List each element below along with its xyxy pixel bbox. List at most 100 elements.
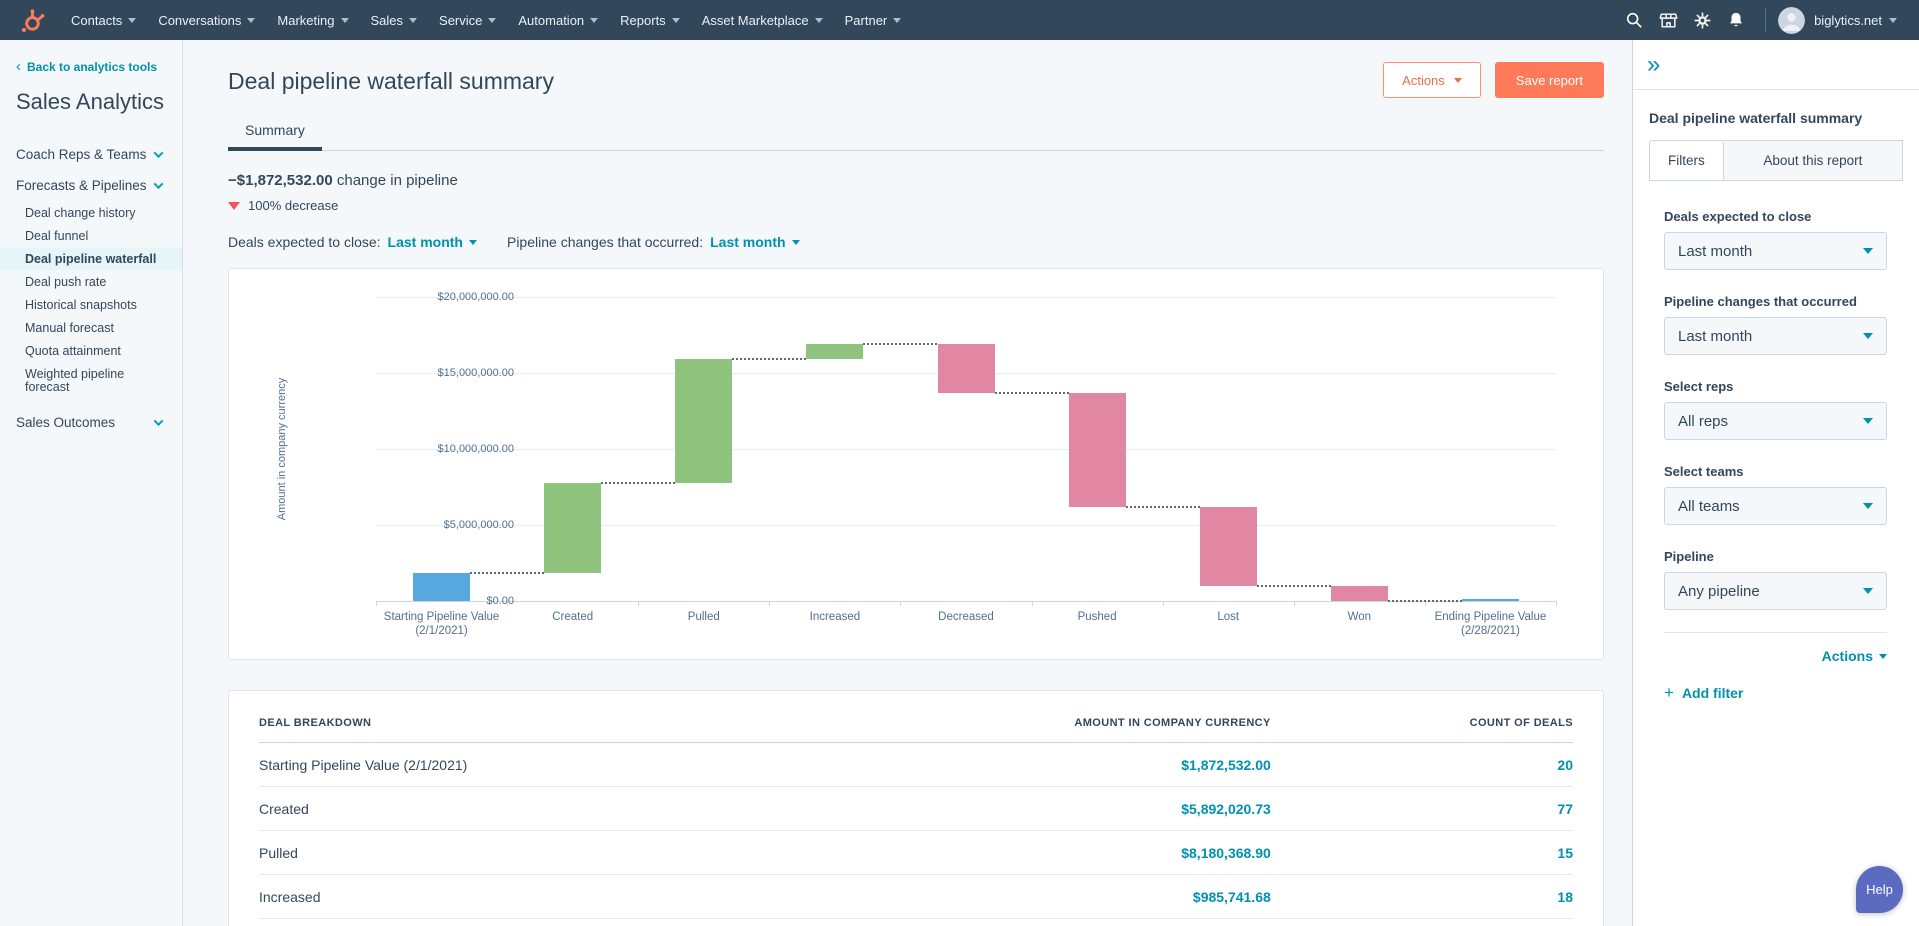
sidebar-section-coach-reps-teams[interactable]: Coach Reps & Teams: [0, 139, 182, 170]
tab-summary[interactable]: Summary: [228, 112, 322, 151]
nav-item-marketing[interactable]: Marketing: [266, 8, 359, 33]
sidebar-nav: Coach Reps & Teams Forecasts & Pipelines D…: [0, 139, 182, 438]
nav-item-reports[interactable]: Reports: [609, 8, 691, 33]
nav-item-conversations[interactable]: Conversations: [147, 8, 266, 33]
account-menu[interactable]: biglytics.net: [1814, 13, 1897, 28]
sidebar-item-quota-attainment[interactable]: Quota attainment: [0, 340, 182, 363]
nav-item-asset-marketplace[interactable]: Asset Marketplace: [691, 8, 834, 33]
select-reps-select[interactable]: All reps: [1664, 402, 1887, 440]
row-amount[interactable]: $8,180,368.90: [863, 831, 1270, 875]
add-filter-button[interactable]: + Add filter: [1664, 683, 1887, 703]
main-content: Deal pipeline waterfall summary Actions …: [183, 40, 1632, 926]
filter-field-select-reps: Select repsAll reps: [1664, 379, 1887, 440]
waterfall-bar-increased[interactable]: [806, 344, 863, 359]
select-value: Last month: [1678, 328, 1752, 345]
sidebar-item-deal-funnel[interactable]: Deal funnel: [0, 225, 182, 248]
search-icon[interactable]: [1617, 3, 1651, 37]
hubspot-logo-icon[interactable]: [16, 5, 46, 35]
x-axis-tick: [507, 601, 508, 606]
inline-filters: Deals expected to close: Last month Pipe…: [228, 234, 1604, 250]
deals-expected-to-close-select[interactable]: Last month: [1664, 232, 1887, 270]
notifications-bell-icon[interactable]: [1719, 3, 1753, 37]
filter-field-deals-expected-to-close: Deals expected to close Last month: [1664, 209, 1887, 270]
col-header-count: COUNT OF DEALS: [1271, 697, 1573, 743]
select-value: All reps: [1678, 413, 1728, 430]
chevron-down-icon: [154, 148, 164, 158]
nav-right: biglytics.net: [1617, 3, 1897, 37]
deals-expected-dropdown[interactable]: Last month: [388, 234, 477, 250]
sidebar-item-historical-snapshots[interactable]: Historical snapshots: [0, 294, 182, 317]
row-amount[interactable]: $985,741.68: [863, 875, 1270, 919]
filter-field-label: Deals expected to close: [1664, 209, 1887, 224]
chevron-down-icon: [247, 18, 255, 23]
select-teams-select[interactable]: All teams: [1664, 487, 1887, 525]
x-category-label-line: (2/28/2021): [1425, 624, 1556, 638]
waterfall-bar-starting-pipeline-value[interactable]: [413, 573, 470, 601]
chevron-down-icon: [488, 18, 496, 23]
waterfall-bar-created[interactable]: [544, 483, 601, 573]
x-axis-tick: [1163, 601, 1164, 606]
filter-field-select-teams: Select teamsAll teams: [1664, 464, 1887, 525]
sidebar-item-weighted-pipeline-forecast[interactable]: Weighted pipeline forecast: [0, 363, 182, 399]
nav-item-automation[interactable]: Automation: [507, 8, 609, 33]
pipeline-changes-dropdown[interactable]: Last month: [710, 234, 799, 250]
chevron-down-icon: [1863, 333, 1873, 339]
x-category-label: Starting Pipeline Value(2/1/2021): [376, 610, 507, 638]
waterfall-bar-pushed[interactable]: [1069, 393, 1126, 507]
chevron-down-icon: [1889, 18, 1897, 23]
nav-item-contacts[interactable]: Contacts: [60, 8, 147, 33]
waterfall-bar-lost[interactable]: [1200, 507, 1257, 586]
row-count[interactable]: 77: [1271, 787, 1573, 831]
waterfall-connector: [732, 358, 806, 360]
y-tick-label: $15,000,000.00: [384, 367, 514, 379]
sidebar-item-manual-forecast[interactable]: Manual forecast: [0, 317, 182, 340]
sidebar-item-deal-pipeline-waterfall[interactable]: Deal pipeline waterfall: [0, 248, 182, 271]
chevron-down-icon: [590, 18, 598, 23]
sidebar-section-label: Forecasts & Pipelines: [16, 178, 147, 193]
nav-item-label: Sales: [371, 13, 404, 28]
row-amount[interactable]: $3,240,455.45: [863, 919, 1270, 926]
row-amount[interactable]: $1,872,532.00: [863, 743, 1270, 787]
avatar[interactable]: [1778, 7, 1805, 34]
row-count[interactable]: 20: [1271, 743, 1573, 787]
panel-actions-button[interactable]: Actions: [1822, 648, 1887, 664]
collapse-panel-icon[interactable]: »: [1647, 55, 1660, 75]
waterfall-bar-pulled[interactable]: [675, 359, 732, 483]
sidebar-section-sales-outcomes[interactable]: Sales Outcomes: [0, 407, 182, 438]
save-report-button[interactable]: Save report: [1495, 62, 1604, 98]
row-count[interactable]: 15: [1271, 831, 1573, 875]
actions-button[interactable]: Actions: [1383, 62, 1481, 98]
nav-item-sales[interactable]: Sales: [360, 8, 429, 33]
panel-tabs: Filters About this report: [1649, 140, 1903, 181]
row-count[interactable]: 18: [1271, 875, 1573, 919]
plus-icon: +: [1664, 683, 1674, 703]
tab-about-this-report[interactable]: About this report: [1724, 140, 1903, 180]
filter-label: Pipeline changes that occurred:: [507, 234, 703, 250]
nav-item-service[interactable]: Service: [428, 8, 507, 33]
back-to-analytics-link[interactable]: ‹ Back to analytics tools: [0, 60, 182, 74]
x-category-label-line: Starting Pipeline Value: [376, 610, 507, 624]
waterfall-bar-ending-pipeline-value[interactable]: [1462, 599, 1519, 601]
settings-gear-icon[interactable]: [1685, 3, 1719, 37]
pipeline-changes-that-occurred-select[interactable]: Last month: [1664, 317, 1887, 355]
waterfall-bar-decreased[interactable]: [938, 344, 995, 393]
sidebar-item-deal-push-rate[interactable]: Deal push rate: [0, 271, 182, 294]
x-category-label: Decreased: [900, 610, 1031, 624]
table-row: Created$5,892,020.7377: [259, 787, 1573, 831]
row-count[interactable]: 44: [1271, 919, 1573, 926]
help-button[interactable]: Help: [1856, 866, 1903, 913]
sidebar-section-forecasts-pipelines[interactable]: Forecasts & Pipelines: [0, 170, 182, 201]
marketplace-icon[interactable]: [1651, 3, 1685, 37]
waterfall-connector: [1388, 600, 1462, 602]
waterfall-bar-won[interactable]: [1331, 586, 1388, 601]
pipeline-select[interactable]: Any pipeline: [1664, 572, 1887, 610]
col-header-deal-breakdown: DEAL BREAKDOWN: [259, 697, 863, 743]
waterfall-connector: [470, 572, 544, 574]
row-amount[interactable]: $5,892,020.73: [863, 787, 1270, 831]
sidebar-item-deal-change-history[interactable]: Deal change history: [0, 202, 182, 225]
tab-filters[interactable]: Filters: [1649, 140, 1724, 180]
x-category-label-line: Decreased: [900, 610, 1031, 624]
nav-item-partner[interactable]: Partner: [834, 8, 913, 33]
chevron-down-icon: [341, 18, 349, 23]
select-value: Last month: [1678, 243, 1752, 260]
